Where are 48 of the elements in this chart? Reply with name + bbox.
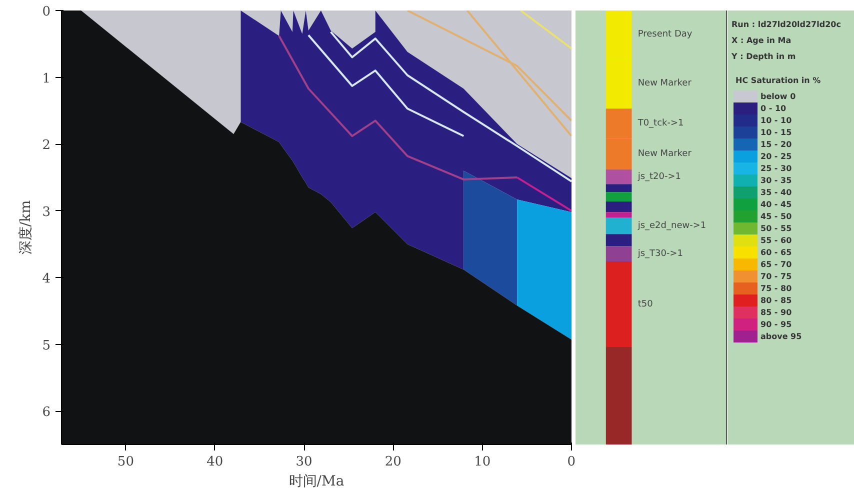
category-label: 10 - 10 xyxy=(760,116,792,125)
text: Run : ld27ld20ld27ld20c xyxy=(732,20,842,29)
x-tick-label: 50 xyxy=(117,454,134,470)
category-label: 45 - 50 xyxy=(760,212,792,221)
category-label: 40 - 45 xyxy=(760,200,792,209)
category-label: 80 - 85 xyxy=(760,296,792,305)
y-tick-label: 2 xyxy=(42,138,51,154)
category-label: 55 - 60 xyxy=(760,236,792,245)
text: HC Saturation in % xyxy=(736,76,821,85)
category-label: 65 - 70 xyxy=(760,260,792,269)
category-label: below 0 xyxy=(760,92,796,101)
series-label: New Marker xyxy=(638,149,692,160)
category-label: 85 - 90 xyxy=(760,308,792,317)
y-tick-label: 5 xyxy=(42,338,51,354)
category-label: 20 - 25 xyxy=(760,152,792,161)
series-label: T0_tck->1 xyxy=(636,118,684,129)
y-axis-title: 深度/km xyxy=(18,200,34,255)
category-label: above 95 xyxy=(760,332,802,341)
y-tick-label: 3 xyxy=(42,204,51,220)
text: Y : Depth in m xyxy=(730,52,796,61)
category-label: 70 - 75 xyxy=(760,272,792,281)
category-label: 0 - 10 xyxy=(760,104,787,113)
y-tick-label: 6 xyxy=(42,405,51,420)
series-label: Present Day xyxy=(638,30,693,40)
category-label: 10 - 15 xyxy=(760,128,792,137)
y-tick-label: 0 xyxy=(42,4,51,20)
x-tick-label: 30 xyxy=(296,454,312,470)
category-label: 15 - 20 xyxy=(760,140,792,149)
x-tick-label: 40 xyxy=(206,454,224,470)
category-label: 50 - 55 xyxy=(760,224,792,233)
series-label: js_e2d_new->1 xyxy=(636,220,706,231)
series-label: js_t20->1 xyxy=(636,172,682,182)
series-label: js_T30->1 xyxy=(636,248,683,259)
category-label: 35 - 40 xyxy=(760,188,792,197)
y-tick-label: 4 xyxy=(42,272,51,287)
x-tick-label: 20 xyxy=(384,454,402,470)
x-tick-label: 0 xyxy=(567,454,576,470)
x-tick-label: 10 xyxy=(474,454,491,470)
y-tick-label: 1 xyxy=(42,71,51,86)
series-label: t50 xyxy=(638,299,654,310)
category-label: 60 - 65 xyxy=(760,248,792,257)
text: X : Age in Ma xyxy=(732,36,792,45)
series-label: New Marker xyxy=(638,78,692,89)
x-axis-title: 时间/Ma xyxy=(288,474,344,490)
category-label: 75 - 80 xyxy=(760,284,792,293)
category-label: 25 - 30 xyxy=(760,164,792,173)
category-label: 90 - 95 xyxy=(760,320,792,329)
category-label: 30 - 35 xyxy=(760,176,792,185)
